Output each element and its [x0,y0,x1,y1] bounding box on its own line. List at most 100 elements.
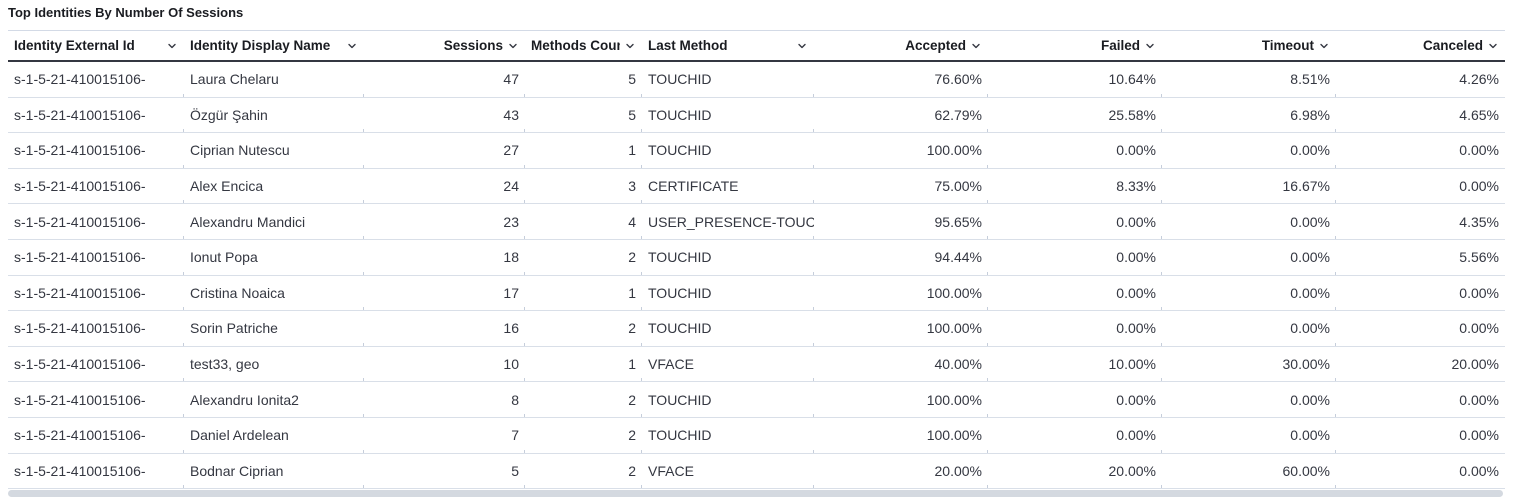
table-row[interactable]: s-1-5-21-410015106- Alexandru Ionita2 8 … [8,382,1505,418]
cell-timeout: 16.67% [1162,169,1336,204]
cell-identity-external-id: s-1-5-21-410015106- [8,418,184,453]
column-header-methods-count[interactable]: Methods Count [525,31,642,60]
column-header-label: Canceled [1422,38,1483,53]
cell-failed: 8.33% [988,169,1162,204]
cell-failed: 25.58% [988,98,1162,133]
cell-accepted: 40.00% [814,347,988,382]
cell-timeout: 30.00% [1162,347,1336,382]
cell-canceled: 0.00% [1459,178,1499,195]
cell-timeout: 6.98% [1162,98,1336,133]
cell-accepted: 100.00% [814,276,988,311]
column-header-label: Timeout [1261,38,1314,53]
cell-failed: 10.64% [988,62,1162,97]
cell-last-method: CERTIFICATE [642,169,814,204]
column-header-label: Accepted [905,38,966,53]
cell-timeout: 0.00% [1162,418,1336,453]
cell-canceled: 0.00% [1459,462,1499,479]
cell-identity-display-name: test33, geo [184,347,364,382]
cell-identity-external-id: s-1-5-21-410015106- [8,133,184,168]
cell-identity-external-id: s-1-5-21-410015106- [8,347,184,382]
chevron-down-icon[interactable] [1144,40,1156,52]
cell-canceled: 4.35% [1459,213,1499,230]
cell-sessions: 47 [364,62,525,97]
column-header-canceled[interactable]: Canceled [1336,31,1505,60]
table-row[interactable]: s-1-5-21-410015106- Alex Encica 24 3 CER… [8,168,1505,205]
column-header-sessions[interactable]: Sessions [364,31,525,60]
cell-canceled: 0.00% [1459,427,1499,444]
column-header-label: Identity External Id [14,38,135,53]
chevron-down-icon[interactable] [1318,40,1330,52]
column-header-label: Failed [1100,38,1140,53]
cell-failed: 0.00% [988,133,1162,168]
chevron-down-icon[interactable] [796,40,808,52]
column-header-accepted[interactable]: Accepted [814,31,988,60]
chevron-down-icon[interactable] [507,40,519,52]
cell-last-method: VFACE [642,454,814,489]
cell-sessions: 23 [364,204,525,239]
table-body: s-1-5-21-410015106- Laura Chelaru 47 5 T… [8,62,1505,490]
cell-canceled: 4.26% [1459,71,1499,88]
table-row[interactable]: s-1-5-21-410015106- Ciprian Nutescu 27 1… [8,133,1505,169]
cell-methods-count: 2 [525,382,642,417]
cell-canceled: 4.65% [1459,106,1499,123]
cell-identity-display-name: Alex Encica [184,169,364,204]
chevron-down-icon[interactable] [166,40,178,52]
column-header-failed[interactable]: Failed [988,31,1162,60]
cell-identity-external-id: s-1-5-21-410015106- [8,240,184,275]
chevron-down-icon[interactable] [1487,40,1499,52]
cell-timeout: 0.00% [1162,133,1336,168]
cell-sessions: 18 [364,240,525,275]
column-header-display-name[interactable]: Identity Display Name [184,31,364,60]
cell-identity-external-id: s-1-5-21-410015106- [8,204,184,239]
cell-identity-display-name: Sorin Patriche [184,311,364,346]
column-header-external-id[interactable]: Identity External Id [8,31,184,60]
table-row[interactable]: s-1-5-21-410015106- Alexandru Mandici 23… [8,204,1505,240]
cell-canceled: 0.00% [1459,391,1499,408]
cell-last-method: TOUCHID [642,382,814,417]
cell-timeout: 60.00% [1162,454,1336,489]
column-header-last-method[interactable]: Last Method [642,31,814,60]
cell-canceled: 0.00% [1459,284,1499,301]
cell-identity-display-name: Ciprian Nutescu [184,133,364,168]
cell-identity-display-name: Cristina Noaica [184,276,364,311]
cell-methods-count: 1 [525,276,642,311]
cell-methods-count: 2 [525,418,642,453]
table-row[interactable]: s-1-5-21-410015106- Daniel Ardelean 7 2 … [8,417,1505,454]
cell-failed: 0.00% [988,418,1162,453]
table-row[interactable]: s-1-5-21-410015106- Özgür Şahin 43 5 TOU… [8,97,1505,134]
table-row[interactable]: s-1-5-21-410015106- test33, geo 10 1 VFA… [8,346,1505,383]
cell-timeout: 0.00% [1162,276,1336,311]
table-row[interactable]: s-1-5-21-410015106- Sorin Patriche 16 2 … [8,311,1505,347]
cell-last-method: TOUCHID [642,240,814,275]
chevron-down-icon[interactable] [970,40,982,52]
cell-sessions: 27 [364,133,525,168]
table-row[interactable]: s-1-5-21-410015106- Bodnar Ciprian 5 2 V… [8,453,1505,490]
table-row[interactable]: s-1-5-21-410015106- Ionut Popa 18 2 TOUC… [8,239,1505,276]
cell-methods-count: 4 [525,204,642,239]
table-header-row: Identity External Id Identity Display Na… [8,30,1505,62]
table-row[interactable]: s-1-5-21-410015106- Laura Chelaru 47 5 T… [8,62,1505,98]
cell-identity-display-name: Laura Chelaru [184,62,364,97]
cell-accepted: 100.00% [814,418,988,453]
cell-canceled: 20.00% [1451,356,1499,373]
cell-accepted: 95.65% [814,204,988,239]
chevron-down-icon[interactable] [624,40,636,52]
cell-identity-display-name: Ionut Popa [184,240,364,275]
cell-accepted: 100.00% [814,133,988,168]
cell-identity-display-name: Bodnar Ciprian [184,454,364,489]
column-header-label: Sessions [443,38,503,53]
cell-accepted: 20.00% [814,454,988,489]
cell-identity-external-id: s-1-5-21-410015106- [8,454,184,489]
horizontal-scrollbar-thumb[interactable] [8,490,1503,498]
cell-sessions: 7 [364,418,525,453]
cell-last-method: VFACE [642,347,814,382]
column-header-timeout[interactable]: Timeout [1162,31,1336,60]
horizontal-scrollbar-track [8,490,1505,498]
cell-methods-count: 5 [525,62,642,97]
cell-timeout: 0.00% [1162,382,1336,417]
cell-canceled: 0.00% [1459,320,1499,337]
table-row[interactable]: s-1-5-21-410015106- Cristina Noaica 17 1… [8,275,1505,312]
cell-canceled: 0.00% [1459,142,1499,159]
chevron-down-icon[interactable] [346,40,358,52]
cell-identity-display-name: Alexandru Mandici [184,204,364,239]
